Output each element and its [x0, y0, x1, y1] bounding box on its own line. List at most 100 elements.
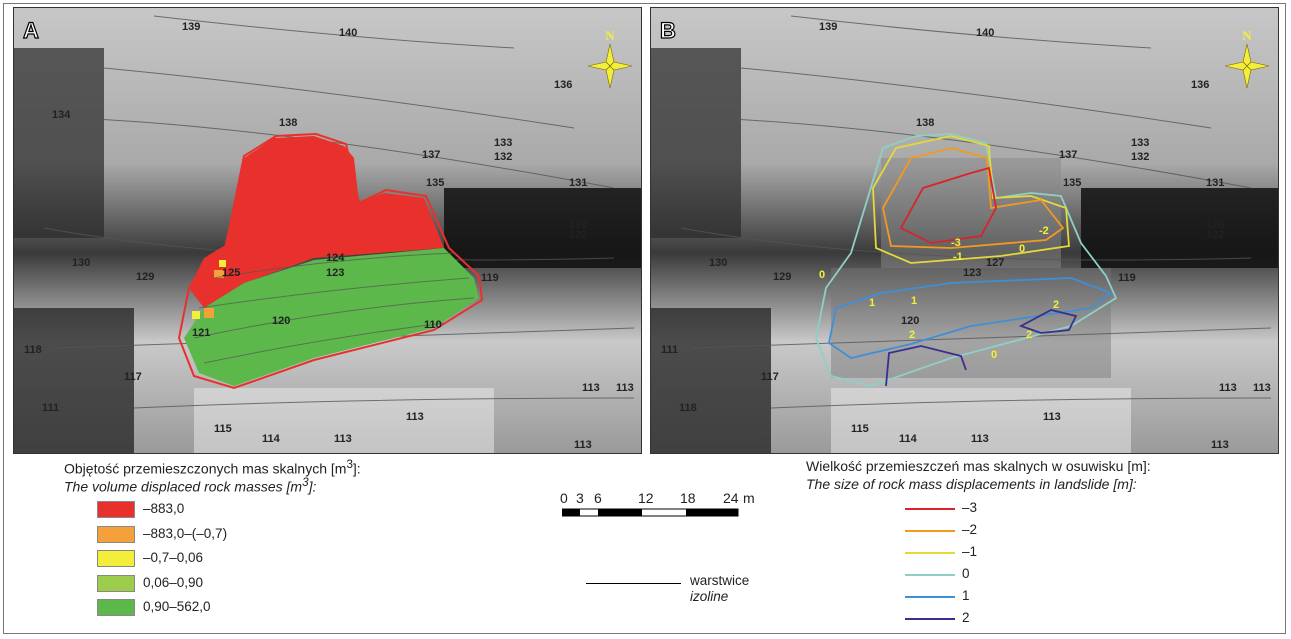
isoline-2 [885, 345, 967, 387]
displacement-label: 0 [991, 349, 997, 361]
volume-legend-label: 0,06–0,90 [143, 574, 204, 590]
contour-label: 115 [214, 423, 232, 435]
contour-label: 131 [1206, 177, 1224, 189]
contour-label: 117 [124, 371, 142, 383]
contour-label: 126 [1206, 219, 1224, 231]
displacement-label: -1 [953, 251, 963, 263]
displacement-legend-title-pl: Wielkość przemieszczeń mas skalnych w os… [806, 458, 1151, 474]
displacement-line-swatch [905, 508, 955, 510]
contour-label: 111 [42, 402, 59, 414]
displacement-legend-label: –1 [962, 544, 978, 559]
contour-label: 118 [24, 344, 42, 356]
contour-label: 113 [574, 439, 592, 451]
displacement-label: 0 [1019, 243, 1025, 255]
landslide-green [184, 248, 479, 386]
isoline-0 [815, 133, 1118, 387]
scale-tick: 0 [560, 490, 568, 506]
contour-label: 136 [1191, 79, 1209, 91]
map-a-svg: N 139 140 136 134 138 137 133 132 135 13… [14, 8, 641, 453]
contour-label: 140 [339, 27, 357, 39]
isoline-sample [586, 583, 681, 584]
displacement-label: -2 [1039, 225, 1049, 237]
scale-bar-graphic [562, 508, 739, 517]
displacement-legend-label: –2 [962, 522, 978, 537]
north-arrow-icon [587, 43, 633, 89]
displacement-label: 2 [1026, 329, 1032, 341]
displacement-label: 2 [1053, 299, 1059, 311]
landslide-red [189, 136, 444, 308]
contour-label: 114 [899, 433, 918, 445]
panel-letter-a: A [23, 18, 39, 43]
displacement-line-swatch [905, 552, 955, 554]
contour-label: 113 [1253, 382, 1271, 394]
volume-swatch [97, 574, 135, 592]
contour-label: 137 [422, 149, 440, 161]
scale-unit: m [743, 490, 755, 506]
contour-label: 123 [963, 267, 981, 279]
north-arrow-icon [1224, 43, 1270, 89]
contour-label: 134 [52, 109, 71, 121]
displacement-line-swatch [905, 530, 955, 532]
displacement-legend-label: 2 [962, 610, 970, 625]
contour-label: 121 [192, 327, 210, 339]
volume-swatch [97, 599, 135, 616]
contour-label: 113 [582, 382, 600, 394]
displacement-label: -3 [951, 237, 961, 249]
contour-label: 130 [72, 257, 90, 269]
contour-label: 136 [554, 79, 572, 91]
contour-label: 132 [1131, 151, 1149, 163]
displacement-label: 2 [909, 329, 915, 341]
volume-legend-label: –0,7–0,06 [143, 550, 204, 565]
volume-swatch [97, 550, 135, 567]
contour-label: 113 [971, 433, 989, 445]
contour-label: 113 [334, 433, 352, 445]
scale-tick: 24 [723, 490, 739, 506]
contour-label: 124 [326, 252, 345, 264]
contour-label: 120 [272, 315, 290, 327]
isoline-2b [1018, 309, 1078, 334]
displacement-legend-label: 0 [962, 566, 970, 581]
map-panel-b: -3 -2 -1 0 0 1 1 2 2 2 0 N 139 140 136 1… [650, 7, 1279, 454]
contour-label: 138 [279, 117, 297, 129]
contour-label: 113 [1219, 382, 1237, 394]
volume-swatch [97, 501, 135, 518]
volume-legend-label: –883,0 [143, 501, 185, 516]
contour-label: 115 [851, 423, 869, 435]
contour-label: 140 [976, 27, 994, 39]
contour-label: 139 [182, 21, 200, 33]
scale-tick: 12 [638, 490, 654, 506]
contour-label: 119 [481, 272, 499, 284]
contour-label: 129 [773, 271, 791, 283]
contour-label: 127 [986, 257, 1004, 269]
contour-label: 113 [616, 382, 634, 394]
map-b-svg: -3 -2 -1 0 0 1 1 2 2 2 0 N 139 140 136 1… [651, 8, 1278, 453]
isoline-1 [828, 277, 1113, 359]
contour-label: 123 [326, 267, 344, 279]
contour-label: 135 [426, 177, 444, 189]
displacement-label: 1 [911, 295, 917, 307]
north-label: N [605, 28, 615, 43]
volume-legend-title-pl: Objętość przemieszczonych mas skalnych [… [64, 458, 361, 477]
isoline-minus-1 [872, 135, 1070, 264]
contour-label: 113 [1211, 439, 1229, 451]
north-label: N [1242, 28, 1252, 43]
scale-tick: 18 [680, 490, 696, 506]
panel-letter-b: B [660, 18, 676, 43]
volume-legend-label: –883,0–(–0,7) [143, 525, 228, 541]
displacement-label: 0 [819, 269, 825, 281]
scale-tick: 6 [594, 490, 602, 506]
contour-label: 130 [709, 257, 727, 269]
contour-label: 133 [494, 137, 512, 149]
contour-label: 118 [679, 402, 697, 414]
displacement-label: 1 [869, 297, 875, 309]
contour-label: 131 [569, 177, 587, 189]
contour-label: 125 [222, 267, 240, 279]
volume-legend-label: 0,90–562,0 [143, 599, 211, 614]
contour-label: 113 [406, 411, 424, 423]
contour-label: 137 [1059, 149, 1077, 161]
map-panel-a: N 139 140 136 134 138 137 133 132 135 13… [13, 7, 642, 454]
contour-label: 122 [1206, 229, 1224, 241]
contour-label: 119 [1118, 272, 1136, 284]
isoline-label-pl: warstwice [690, 573, 750, 588]
displacement-line-swatch [905, 596, 955, 598]
